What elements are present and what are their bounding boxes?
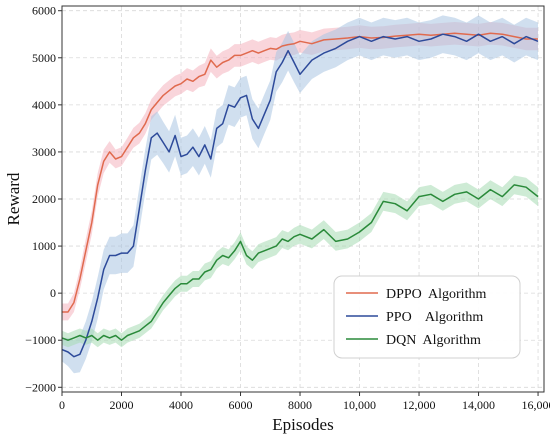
y-axis-ticks: −2000 −1000 0 1000 2000 3000 4000 5000 6000 — [25, 4, 62, 394]
series-line-dppo — [62, 32, 538, 313]
legend-label-ppo: PPO Algorithm — [386, 310, 483, 325]
x-tick-label-3: 6000 — [229, 398, 253, 412]
x-tick-label-1: 2000 — [110, 398, 134, 412]
x-tick-label-8: 16,000 — [522, 398, 550, 412]
legend: DPPO Algorithm PPO Algorithm DQN Algorit… — [333, 275, 521, 359]
legend-label-dppo: DPPO Algorithm — [386, 287, 486, 302]
legend-box — [333, 275, 521, 359]
x-tick-label-5: 10,000 — [343, 398, 376, 412]
x-tick-label-0: 0 — [59, 398, 65, 412]
x-axis-ticks: 0 2000 4000 6000 8000 10,000 12,000 14,000 16,00… — [59, 392, 550, 412]
band-ppo — [62, 15, 538, 374]
x-tick-label-6: 12,000 — [403, 398, 436, 412]
y-tick-label-6: 4000 — [32, 98, 56, 112]
band-dqn — [62, 175, 538, 348]
x-tick-label-2: 4000 — [169, 398, 193, 412]
y-tick-label-8: 6000 — [32, 4, 56, 18]
y-tick-label-2: 0 — [50, 286, 56, 300]
x-tick-label-4: 8000 — [288, 398, 312, 412]
x-axis-label: Episodes — [272, 415, 333, 434]
series-line-dqn — [61, 184, 539, 341]
confidence-bands — [62, 15, 538, 374]
y-tick-label-1: −1000 — [25, 333, 56, 347]
x-tick-label-7: 14,000 — [462, 398, 495, 412]
y-tick-label-4: 2000 — [32, 192, 56, 206]
y-tick-label-7: 5000 — [32, 51, 56, 65]
y-axis-label: Reward — [4, 172, 23, 225]
series-lines — [61, 32, 539, 358]
series-line-ppo — [61, 33, 539, 358]
y-tick-label-3: 1000 — [32, 239, 56, 253]
y-tick-label-5: 3000 — [32, 145, 56, 159]
legend-label-dqn: DQN Algorithm — [386, 333, 481, 348]
y-tick-label-0: −2000 — [25, 380, 56, 394]
